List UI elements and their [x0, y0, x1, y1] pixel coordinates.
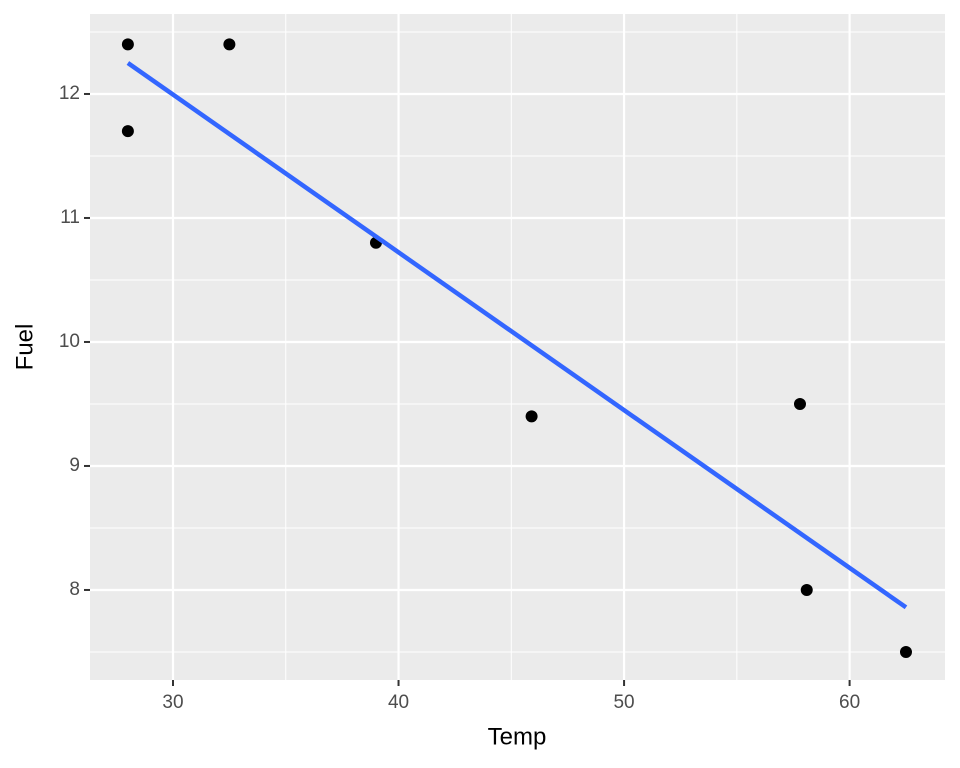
trend-line — [126, 61, 908, 610]
y-axis-title: Fuel — [11, 324, 38, 371]
point — [121, 38, 134, 51]
point — [899, 645, 912, 658]
point — [800, 583, 813, 596]
y-tick-label: 10 — [59, 331, 80, 352]
y-tick-label: 9 — [69, 455, 80, 476]
x-axis-title: Temp — [488, 723, 547, 750]
x-tick-label: 50 — [613, 692, 634, 713]
point — [793, 397, 806, 410]
panel — [90, 14, 945, 680]
x-tick-label: 40 — [388, 692, 409, 713]
point — [223, 38, 236, 51]
x-tick-label: 30 — [162, 692, 183, 713]
x-tick-label: 60 — [839, 692, 860, 713]
y-tick-label: 11 — [60, 207, 80, 228]
point — [121, 125, 134, 138]
y-tick-label: 8 — [69, 579, 80, 600]
y-tick-label: 12 — [59, 83, 80, 104]
point — [525, 410, 538, 423]
